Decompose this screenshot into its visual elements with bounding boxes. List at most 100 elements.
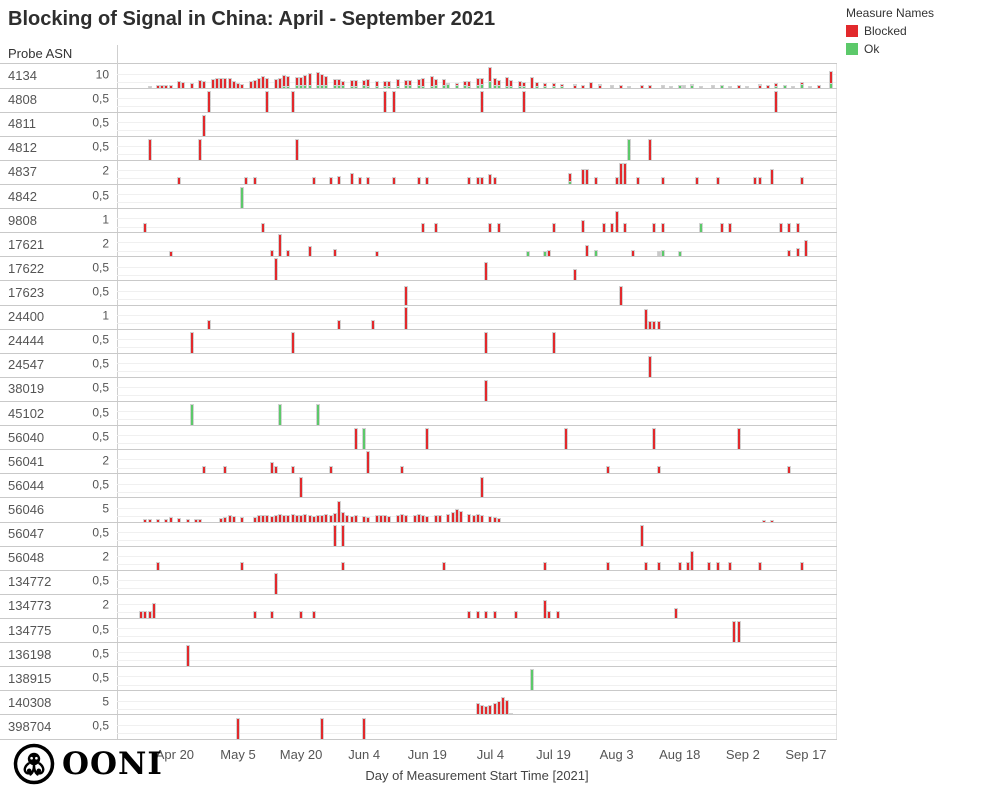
bar-ok[interactable]	[698, 223, 703, 233]
bar-blocked[interactable]	[236, 82, 240, 88]
bar-blocked[interactable]	[757, 85, 762, 88]
bar-ok[interactable]	[307, 85, 312, 88]
bar-blocked[interactable]	[328, 514, 333, 522]
bar-blocked[interactable]	[315, 514, 320, 522]
bar-blocked[interactable]	[400, 465, 405, 474]
bar-blocked[interactable]	[273, 78, 278, 88]
bar-blocked[interactable]	[644, 562, 649, 570]
bar-blocked[interactable]	[290, 465, 295, 474]
bar-blocked[interactable]	[610, 223, 615, 233]
bar-blocked[interactable]	[454, 82, 459, 85]
bar-blocked[interactable]	[534, 81, 539, 87]
bar-blocked[interactable]	[488, 704, 493, 715]
bar-blocked[interactable]	[475, 78, 480, 85]
bar-blocked[interactable]	[694, 177, 699, 185]
bar-blocked[interactable]	[454, 508, 459, 522]
bar-blocked[interactable]	[248, 81, 253, 88]
bar-blocked[interactable]	[374, 80, 379, 87]
bar-blocked[interactable]	[421, 77, 426, 86]
bar-blocked[interactable]	[488, 67, 493, 82]
bar-blocked[interactable]	[467, 80, 472, 86]
bar-ok[interactable]	[774, 86, 779, 88]
bar-blocked[interactable]	[400, 514, 405, 522]
bar-blocked[interactable]	[358, 177, 362, 185]
bar-blocked[interactable]	[193, 518, 198, 522]
bar-blocked[interactable]	[484, 611, 489, 619]
bar-blocked[interactable]	[492, 516, 497, 522]
bar-blocked[interactable]	[433, 78, 438, 86]
bar-ok[interactable]	[543, 86, 548, 88]
bar-blocked[interactable]	[618, 84, 623, 88]
bar-blocked[interactable]	[261, 223, 266, 233]
bar-blocked[interactable]	[488, 174, 493, 185]
bar-other[interactable]	[711, 85, 716, 88]
bar-blocked[interactable]	[214, 77, 219, 88]
bar-blocked[interactable]	[425, 428, 430, 450]
bar-ok[interactable]	[433, 85, 438, 88]
bar-blocked[interactable]	[631, 249, 636, 257]
bar-blocked[interactable]	[198, 80, 203, 88]
bar-blocked[interactable]	[816, 85, 821, 88]
bar-blocked[interactable]	[341, 512, 346, 522]
bar-blocked[interactable]	[202, 81, 207, 88]
bar-other[interactable]	[757, 84, 762, 86]
bar-ok[interactable]	[395, 85, 400, 88]
bar-blocked[interactable]	[261, 76, 266, 88]
bar-blocked[interactable]	[290, 331, 295, 353]
bar-blocked[interactable]	[471, 514, 476, 522]
bar-ok[interactable]	[336, 84, 341, 88]
bar-blocked[interactable]	[273, 465, 278, 474]
bar-blocked[interactable]	[484, 380, 489, 402]
bar-blocked[interactable]	[315, 71, 320, 86]
bar-blocked[interactable]	[265, 514, 270, 522]
bar-blocked[interactable]	[231, 516, 236, 522]
bar-blocked[interactable]	[736, 621, 741, 643]
bar-blocked[interactable]	[442, 79, 447, 85]
bar-blocked[interactable]	[480, 90, 484, 112]
bar-blocked[interactable]	[602, 223, 606, 233]
bar-ok[interactable]	[719, 84, 724, 88]
bar-blocked[interactable]	[311, 177, 316, 185]
bar-blocked[interactable]	[480, 514, 484, 522]
bar-blocked[interactable]	[236, 717, 240, 739]
bar-other[interactable]	[669, 85, 674, 88]
bar-blocked[interactable]	[496, 700, 501, 715]
bar-blocked[interactable]	[227, 515, 232, 522]
bar-blocked[interactable]	[753, 177, 758, 185]
bar-blocked[interactable]	[639, 524, 644, 546]
bar-ok[interactable]	[782, 85, 787, 88]
bar-blocked[interactable]	[799, 177, 804, 185]
bar-blocked[interactable]	[156, 562, 161, 570]
bar-blocked[interactable]	[467, 513, 472, 522]
bar-blocked[interactable]	[164, 518, 169, 522]
bar-blocked[interactable]	[648, 139, 653, 160]
bar-blocked[interactable]	[492, 611, 497, 619]
bar-blocked[interactable]	[307, 514, 312, 522]
bar-ok[interactable]	[551, 85, 556, 88]
bar-blocked[interactable]	[185, 518, 190, 522]
bar-blocked[interactable]	[795, 223, 800, 233]
bar-blocked[interactable]	[328, 465, 333, 474]
bar-blocked[interactable]	[412, 514, 417, 522]
bar-blocked[interactable]	[728, 562, 733, 570]
bar-blocked[interactable]	[160, 84, 165, 88]
legend-item-ok[interactable]: Ok	[846, 42, 934, 56]
bar-blocked[interactable]	[450, 511, 455, 522]
bar-blocked[interactable]	[290, 90, 295, 112]
bar-blocked[interactable]	[244, 177, 249, 185]
bar-blocked[interactable]	[219, 518, 224, 522]
bar-blocked[interactable]	[269, 462, 274, 474]
bar-blocked[interactable]	[551, 331, 556, 353]
bar-other[interactable]	[147, 86, 152, 88]
legend-item-blocked[interactable]: Blocked	[846, 24, 934, 38]
bar-blocked[interactable]	[421, 223, 426, 233]
bar-blocked[interactable]	[618, 285, 623, 305]
bar-ok[interactable]	[278, 404, 283, 426]
bar-blocked[interactable]	[787, 223, 792, 233]
bar-ok[interactable]	[690, 84, 695, 88]
bar-blocked[interactable]	[303, 74, 308, 86]
bar-blocked[interactable]	[366, 79, 371, 86]
bar-blocked[interactable]	[202, 114, 207, 136]
bar-blocked[interactable]	[656, 562, 661, 570]
bar-ok[interactable]	[475, 84, 480, 88]
